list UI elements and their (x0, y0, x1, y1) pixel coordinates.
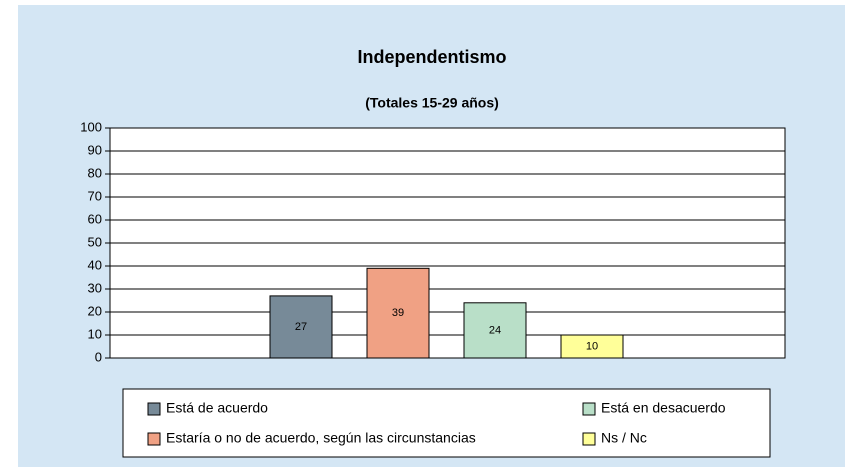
legend-swatch (147, 432, 161, 446)
data-label: 24 (489, 324, 501, 336)
legend-swatch (582, 402, 596, 416)
legend-label: Estaría o no de acuerdo, según las circu… (166, 430, 476, 446)
bar (366, 267, 430, 359)
bar (269, 295, 333, 359)
chart-title: Independentismo (357, 47, 506, 67)
legend (122, 388, 771, 458)
y-tick-label: 30 (88, 280, 102, 295)
data-label: 10 (586, 340, 598, 352)
y-tick-label: 90 (88, 142, 102, 157)
y-tick-label: 60 (88, 211, 102, 226)
y-tick-label: 0 (95, 349, 102, 364)
chart-subtitle: (Totales 15-29 años) (365, 95, 499, 111)
bar (463, 302, 527, 359)
legend-label: Está en desacuerdo (601, 400, 726, 416)
legend-swatch (582, 432, 596, 446)
legend-swatch (147, 402, 161, 416)
data-label: 39 (392, 307, 404, 319)
y-tick-label: 70 (88, 188, 102, 203)
y-tick-label: 80 (88, 165, 102, 180)
legend-label: Ns / Nc (601, 430, 647, 446)
y-tick-label: 40 (88, 257, 102, 272)
y-tick-label: 100 (80, 119, 102, 134)
legend-label: Está de acuerdo (166, 400, 268, 416)
data-label: 27 (295, 321, 307, 333)
y-tick-label: 20 (88, 303, 102, 318)
y-tick-label: 50 (88, 234, 102, 249)
bar (560, 334, 624, 359)
y-tick-label: 10 (88, 326, 102, 341)
